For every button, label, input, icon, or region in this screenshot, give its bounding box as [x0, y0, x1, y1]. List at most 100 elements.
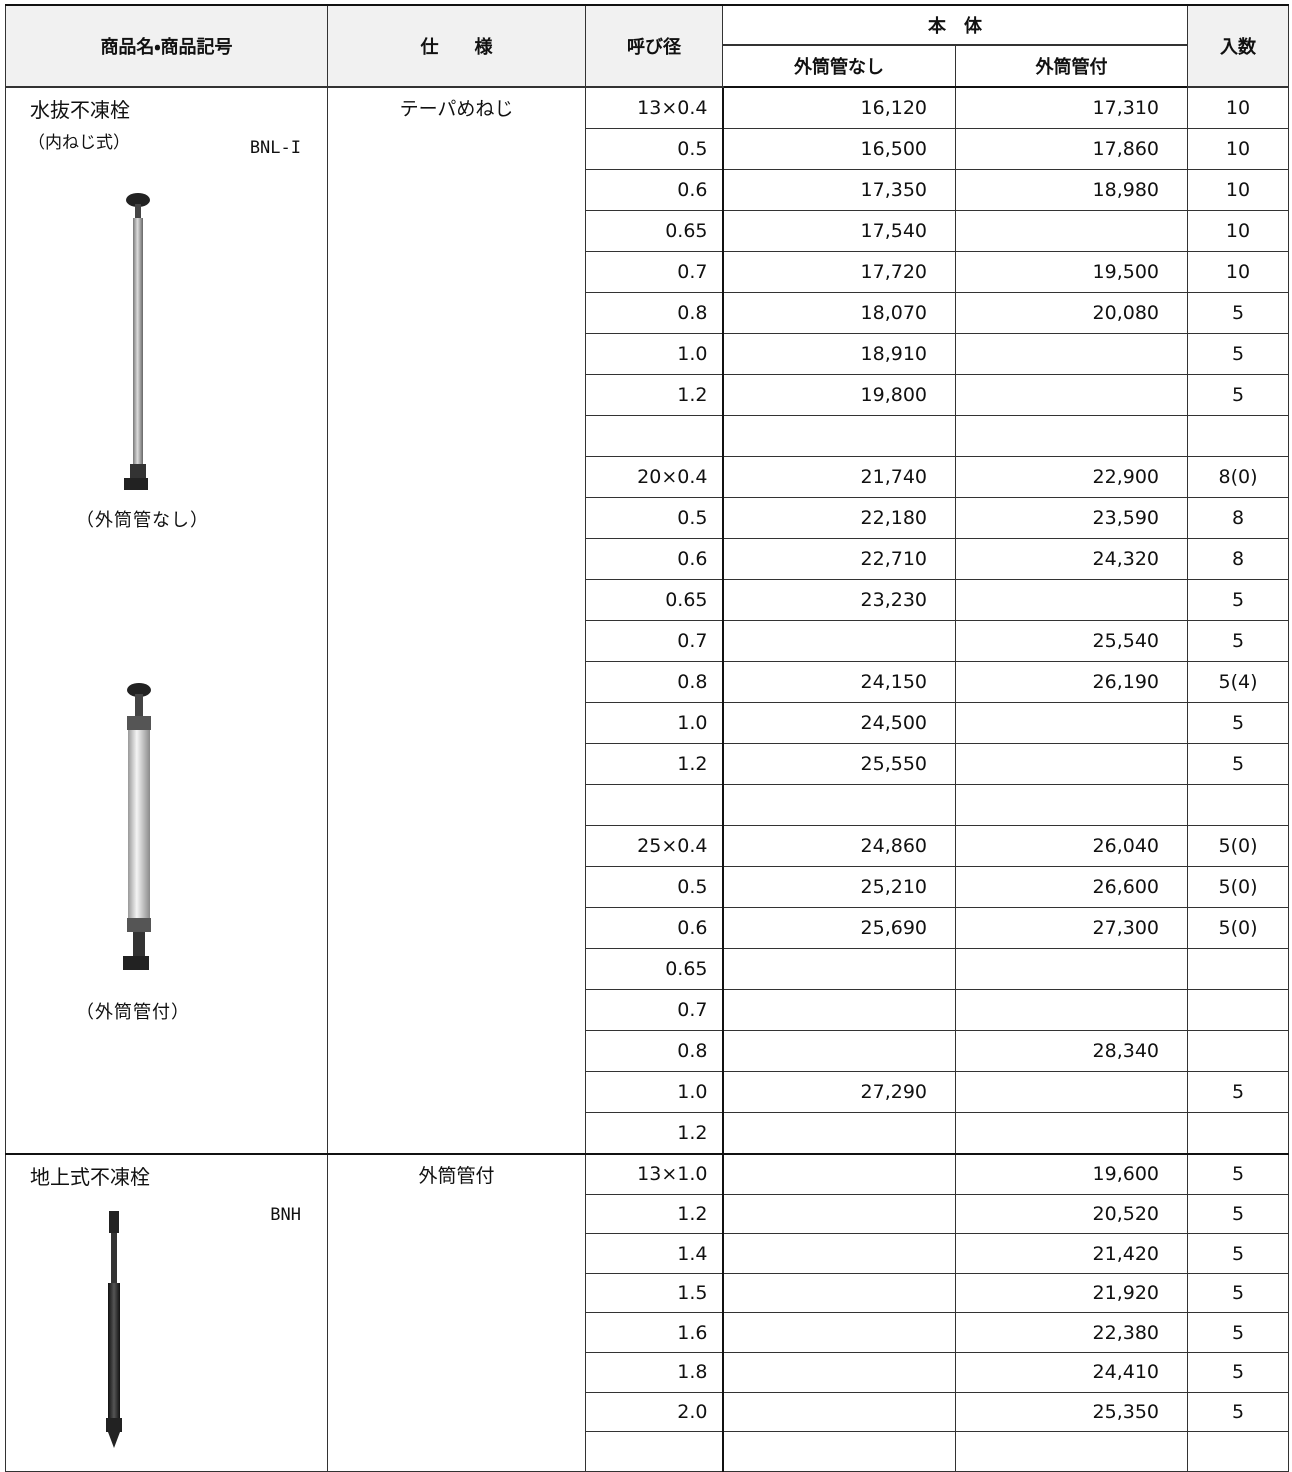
photo-part: [127, 918, 151, 932]
size: 0.5: [585, 497, 723, 539]
photo-part: [108, 1432, 120, 1448]
quantity: 5(4): [1187, 661, 1289, 703]
header-size: 呼び径: [585, 4, 723, 88]
table-row: 2.0 25,350 5: [6, 1391, 1289, 1433]
quantity: 5: [1187, 292, 1289, 334]
price-with: [955, 374, 1188, 416]
quantity: [1187, 989, 1289, 1031]
table-row: 1.4 21,420 5: [6, 1233, 1289, 1274]
product-photo: [123, 683, 151, 970]
price-with: 26,600: [955, 866, 1188, 908]
price-without: [721, 1152, 956, 1195]
price-with: 18,980: [955, 169, 1188, 211]
price-with: [955, 784, 1188, 826]
quantity: 5: [1187, 1272, 1289, 1314]
size: 0.65: [585, 579, 723, 621]
price-with: [955, 210, 1188, 252]
price-without: 17,720: [721, 251, 956, 293]
quantity: 5: [1187, 1352, 1289, 1393]
size: 0.7: [585, 251, 723, 293]
size: [585, 1431, 723, 1472]
size: 13×1.0: [585, 1152, 723, 1195]
size: 1.0: [585, 702, 723, 744]
quantity: 5: [1187, 743, 1289, 785]
quantity: 5: [1187, 1071, 1289, 1113]
photo-part: [126, 193, 150, 207]
price-without: 24,860: [721, 825, 956, 867]
header-with: 外筒管付: [955, 44, 1188, 88]
quantity: 5: [1187, 1193, 1289, 1235]
price-without: 25,210: [721, 866, 956, 908]
photo-part: [108, 1283, 120, 1418]
price-without: 25,550: [721, 743, 956, 785]
table-row: 1.0 27,290 5: [6, 1071, 1289, 1113]
price-with: [955, 579, 1188, 621]
price-without: 25,690: [721, 907, 956, 949]
size: 0.6: [585, 907, 723, 949]
table-row: 1.6 22,380 5: [6, 1312, 1289, 1354]
table-row: 0.5 16,500 17,860 10: [6, 128, 1289, 170]
size: 1.8: [585, 1352, 723, 1393]
quantity: 5(0): [1187, 866, 1289, 908]
photo-part: [109, 1211, 119, 1233]
price-without: [721, 1272, 956, 1314]
quantity: [1187, 1112, 1289, 1155]
price-with: 25,350: [955, 1391, 1188, 1433]
price-without: [721, 1352, 956, 1393]
price-without: [721, 784, 956, 826]
table-row: 1.2 25,550 5: [6, 743, 1289, 785]
price-without: 16,120: [721, 86, 956, 129]
size: 0.8: [585, 292, 723, 334]
product-box: 水抜不凍栓 （内ねじ式） BNL-I （外筒管なし） （外筒管付）: [7, 88, 327, 1150]
size: 0.6: [585, 538, 723, 580]
size: 1.2: [585, 1112, 723, 1155]
size: 1.2: [585, 374, 723, 416]
quantity: 5: [1187, 1152, 1289, 1195]
table-row: 1.0 18,910 5: [6, 333, 1289, 375]
photo-part: [128, 730, 150, 920]
price-with: 26,190: [955, 661, 1188, 703]
photo-part: [127, 716, 151, 730]
price-without: [721, 1391, 956, 1433]
quantity: 5: [1187, 620, 1289, 662]
table-row: [6, 784, 1289, 826]
photo-part: [135, 694, 143, 716]
price-without: [721, 1233, 956, 1274]
price-with: 22,380: [955, 1312, 1188, 1354]
photo-part: [135, 204, 141, 220]
product-box: 地上式不凍栓 BNH: [7, 1156, 327, 1471]
size: 20×0.4: [585, 456, 723, 498]
quantity: 10: [1187, 86, 1289, 129]
size: 25×0.4: [585, 825, 723, 867]
product-cell: 地上式不凍栓 BNH: [5, 1153, 328, 1472]
product-code: BNH: [270, 1205, 301, 1225]
table-row: 0.65 17,540 10: [6, 210, 1289, 252]
table-row: 0.6 22,710 24,320 8: [6, 538, 1289, 580]
price-with: 22,900: [955, 456, 1188, 498]
header-spec: 仕 様: [327, 4, 586, 88]
size: 0.5: [585, 866, 723, 908]
photo-caption: （外筒管なし）: [76, 510, 209, 531]
price-without: 27,290: [721, 1071, 956, 1113]
size: 0.7: [585, 989, 723, 1031]
price-without: 18,070: [721, 292, 956, 334]
price-without: [721, 1193, 956, 1235]
spec-cell: テーパめねじ: [327, 86, 586, 1155]
quantity: [1187, 784, 1289, 826]
price-with: 26,040: [955, 825, 1188, 867]
price-with: 17,860: [955, 128, 1188, 170]
table-row: [6, 415, 1289, 457]
quantity: 10: [1187, 251, 1289, 293]
photo-part: [133, 218, 143, 468]
price-with: 24,320: [955, 538, 1188, 580]
price-without: 21,740: [721, 456, 956, 498]
product-code: BNL-I: [249, 138, 301, 158]
table-row: 0.7: [6, 989, 1289, 1031]
price-with: 25,540: [955, 620, 1188, 662]
quantity: 10: [1187, 210, 1289, 252]
table-row: 1.2 19,800 5: [6, 374, 1289, 416]
quantity: 8(0): [1187, 456, 1289, 498]
price-without: 22,710: [721, 538, 956, 580]
table-row: 水抜不凍栓 （内ねじ式） BNL-I （外筒管なし） （外筒管付） テーパめねじ 13×0.…: [5, 86, 1289, 1155]
